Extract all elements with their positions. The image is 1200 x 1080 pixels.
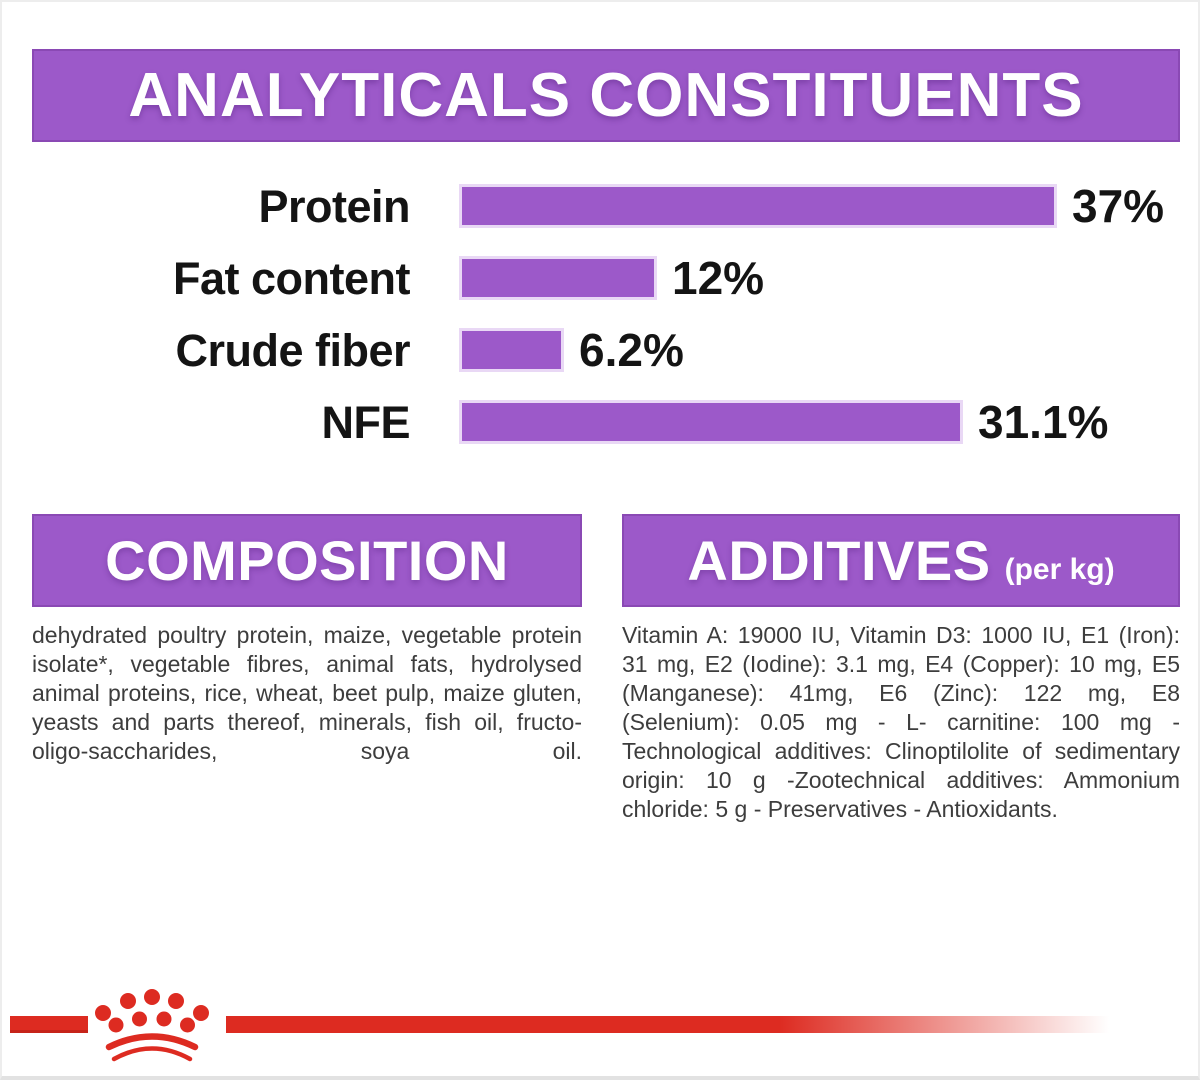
additives-heading: ADDITIVES — [687, 529, 991, 592]
chart-row-crude-fiber: Crude fiber 6.2% — [32, 327, 1180, 373]
chart-category-label: Protein — [258, 180, 410, 232]
chart-category-label: NFE — [321, 396, 411, 448]
chart-bar — [462, 187, 1054, 225]
chart-bar — [462, 403, 960, 441]
chart-bar — [462, 259, 654, 297]
chart-value-label: 12% — [672, 252, 765, 304]
chart-bar — [462, 331, 561, 369]
additives-heading-suffix: (per kg) — [1004, 552, 1115, 586]
additives-text: Vitamin A: 19000 IU, Vitamin D3: 1000 IU… — [622, 622, 1180, 822]
crown-arcs — [105, 1033, 199, 1062]
crown-dots — [95, 989, 209, 1033]
composition-banner: COMPOSITION — [32, 514, 582, 607]
analyticals-constituents-banner: ANALYTICALS CONSTITUENTS — [32, 49, 1180, 142]
analyticals-bar-chart: Protein 37% Fat content 12% Crude fiber 6.2% N… — [32, 183, 1180, 475]
chart-category-label: Fat content — [173, 252, 411, 304]
footer-red-line-right — [226, 1016, 1118, 1033]
chart-row-fat-content: Fat content 12% — [32, 255, 1180, 301]
chart-row-nfe: NFE 31.1% — [32, 399, 1180, 445]
page-title: ANALYTICALS CONSTITUENTS — [128, 61, 1084, 130]
chart-value-label: 37% — [1072, 180, 1165, 232]
additives-banner: ADDITIVES (per kg) — [622, 514, 1180, 607]
chart-value-label: 31.1% — [978, 396, 1109, 448]
composition-section: COMPOSITION dehydrated poultry protein, … — [32, 514, 582, 766]
additives-section: ADDITIVES (per kg) Vitamin A: 19000 IU, … — [622, 514, 1180, 824]
chart-row-protein: Protein 37% — [32, 183, 1180, 229]
chart-category-label: Crude fiber — [175, 324, 410, 376]
royal-canin-crown-logo — [95, 989, 209, 1062]
chart-value-label: 6.2% — [579, 324, 684, 376]
composition-text: dehydrated poultry protein, maize, veget… — [32, 622, 582, 764]
composition-heading: COMPOSITION — [105, 529, 509, 592]
footer-red-line-left — [10, 1016, 88, 1033]
